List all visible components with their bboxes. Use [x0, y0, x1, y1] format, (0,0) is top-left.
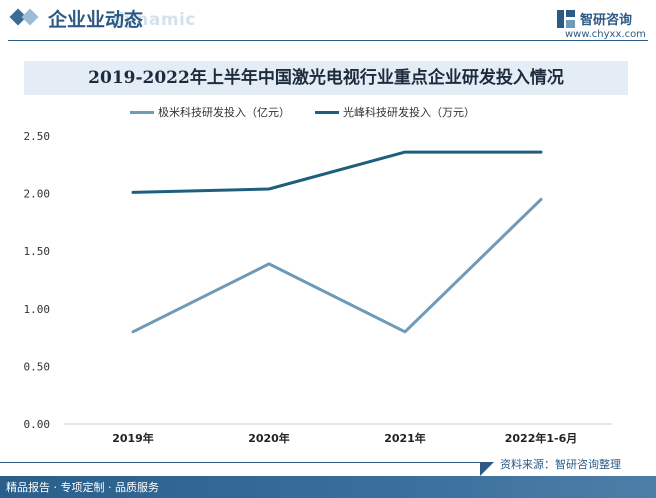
y-tick-label: 2.50: [24, 130, 51, 143]
source-divider: [0, 462, 480, 463]
y-tick-label: 0.00: [24, 418, 51, 431]
legend-swatch-series-2: [315, 111, 339, 114]
chart-title-bar: 2019-2022年上半年中国激光电视行业重点企业研发投入情况: [24, 61, 628, 95]
header-ghost-text: dynamic: [112, 10, 196, 30]
source-note: 资料来源：智研咨询整理: [500, 458, 621, 471]
page-header: dynamic 企业业动态 智研咨询 www.chyxx.com: [0, 0, 656, 41]
legend-label-series-1: 极米科技研发投入（亿元）: [158, 106, 290, 119]
footer-tagline: 精品报告 · 专项定制 · 品质服务: [6, 481, 159, 494]
brand-logo-icon: [557, 10, 575, 28]
legend-label-series-2: 光峰科技研发投入（万元）: [343, 106, 475, 119]
series-line-1: [131, 197, 543, 334]
y-tick-label: 1.00: [24, 303, 51, 316]
footer-bar: 精品报告 · 专项定制 · 品质服务: [0, 476, 656, 498]
chart-title: 2019-2022年上半年中国激光电视行业重点企业研发投入情况: [88, 68, 564, 88]
source-divider-notch: [480, 462, 494, 476]
section-title: 企业业动态: [48, 9, 144, 31]
x-tick-label: 2020年: [248, 431, 290, 445]
x-tick-label: 2021年: [384, 431, 426, 445]
brand-name: 智研咨询: [580, 13, 633, 28]
x-tick-label: 2022年1-6月: [505, 431, 578, 445]
brand-url: www.chyxx.com: [565, 29, 646, 40]
legend-swatch-series-1: [130, 111, 154, 114]
x-tick-label: 2019年: [112, 431, 154, 445]
series-line-2: [131, 150, 543, 194]
y-tick-label: 2.00: [24, 188, 51, 201]
header-divider: [8, 40, 648, 41]
y-tick-label: 0.50: [24, 360, 51, 373]
y-tick-label: 1.50: [24, 245, 51, 258]
